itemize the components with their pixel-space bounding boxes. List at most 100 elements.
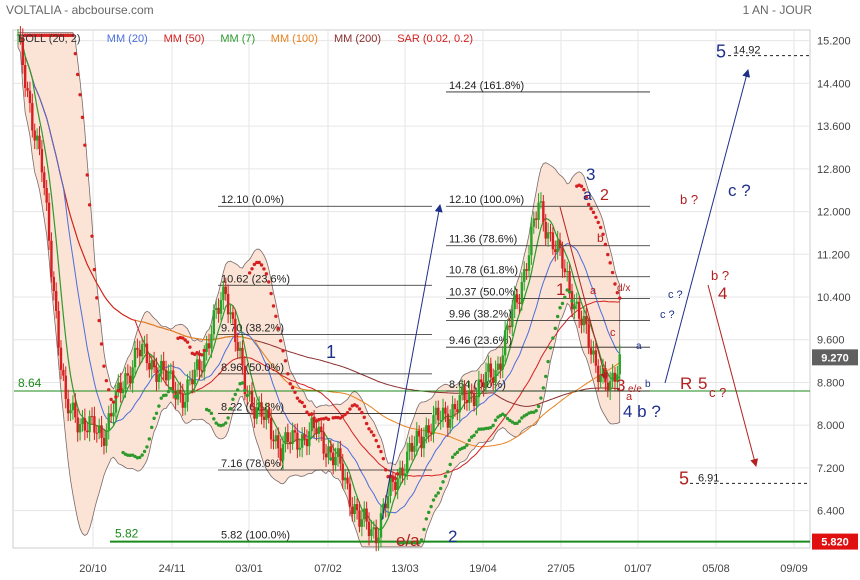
- indicator-label: MM (20): [107, 33, 148, 45]
- sar-dot: [209, 411, 214, 416]
- sar-dot: [68, 33, 73, 38]
- candle-body: [148, 363, 151, 370]
- sar-dot: [240, 381, 245, 385]
- candle-body: [341, 463, 344, 481]
- candle-body: [255, 407, 258, 419]
- candle-body: [429, 432, 433, 435]
- sar-dot: [224, 421, 228, 425]
- fib-left-label: 12.10 (0.0%): [221, 194, 284, 206]
- sar-dot: [140, 453, 144, 457]
- candle-body: [511, 309, 514, 328]
- candle-body: [401, 467, 404, 476]
- sar-dot: [92, 267, 97, 272]
- candle-body: [606, 382, 610, 391]
- candle-body: [346, 477, 349, 484]
- candle-body: [453, 404, 457, 410]
- sar-dot: [364, 421, 369, 426]
- sar-dot: [412, 540, 417, 545]
- candle-body: [496, 363, 500, 371]
- candle-body: [188, 379, 192, 381]
- sar-dot: [164, 393, 168, 397]
- indicator-label: MM (7): [220, 33, 255, 45]
- sar-dot: [87, 203, 92, 207]
- candle-body: [269, 418, 273, 440]
- candle-body: [530, 226, 533, 256]
- sar-dot: [534, 408, 538, 413]
- sar-dot: [429, 504, 433, 509]
- sar-dot: [185, 340, 190, 344]
- sar-dot: [410, 540, 414, 545]
- candle-body: [145, 343, 149, 364]
- candle-body: [422, 436, 426, 449]
- sar-dot: [212, 417, 216, 421]
- sar-dot: [71, 33, 75, 38]
- candle-body: [76, 417, 79, 433]
- wave-annotation: 1: [556, 280, 565, 299]
- sar-dot: [379, 449, 383, 454]
- sar-dot: [37, 33, 42, 38]
- sar-dot: [173, 394, 178, 399]
- candle-body: [523, 269, 526, 282]
- sar-dot: [446, 470, 450, 474]
- candle-body: [339, 448, 342, 464]
- candle-body: [394, 481, 397, 491]
- candle-body: [406, 451, 409, 474]
- sar-dot: [405, 540, 409, 545]
- sar-dot: [207, 408, 211, 413]
- candle-body: [384, 503, 387, 509]
- candle-body: [81, 418, 84, 425]
- sar-dot: [157, 404, 161, 408]
- indicator-label: MM (50): [164, 33, 205, 45]
- sar-dot: [44, 33, 49, 38]
- sar-dot: [524, 412, 529, 417]
- sar-dot: [83, 143, 87, 147]
- candle-body: [472, 393, 476, 407]
- bollinger-band: [17, 32, 621, 548]
- candle-body: [508, 325, 512, 328]
- candle-body: [561, 247, 564, 269]
- candle-body: [444, 407, 447, 414]
- candle-body: [308, 431, 311, 447]
- sar-dot: [520, 416, 524, 420]
- candle-body: [582, 316, 586, 326]
- candle-body: [38, 135, 41, 150]
- wave-annotation: 2: [600, 187, 609, 204]
- candle-body: [549, 232, 552, 234]
- candle-body: [372, 527, 375, 530]
- candle-body: [126, 373, 130, 376]
- candle-body: [138, 349, 141, 357]
- sar-dot: [536, 404, 541, 409]
- candle-body: [365, 508, 368, 522]
- candle-body: [31, 103, 34, 131]
- sar-dot: [472, 433, 476, 438]
- sar-dot: [477, 427, 481, 431]
- candle-body: [35, 135, 39, 141]
- candle-body: [28, 90, 32, 104]
- indicator-label: MM (100): [271, 33, 318, 45]
- candle-body: [210, 334, 213, 349]
- chart-period: 1 AN - JOUR: [743, 3, 813, 17]
- sar-dot: [395, 472, 400, 476]
- candle-body: [181, 393, 184, 408]
- sar-dot: [532, 410, 536, 414]
- sar-dot: [474, 430, 479, 434]
- sar-dot: [407, 540, 412, 545]
- sar-dot: [61, 33, 66, 38]
- sar-dot: [95, 296, 99, 300]
- candle-body: [45, 187, 48, 203]
- sar-dot: [505, 416, 510, 421]
- sar-dot: [355, 404, 359, 408]
- sar-dot: [455, 450, 460, 455]
- x-tick-label: 05/08: [702, 563, 730, 575]
- sar-dot: [305, 410, 309, 414]
- candle-body: [449, 418, 452, 428]
- sar-dot: [489, 425, 493, 430]
- candle-body: [458, 395, 461, 413]
- sar-dot: [587, 202, 591, 207]
- sar-dot: [398, 540, 402, 545]
- sar-dot: [47, 33, 51, 38]
- indicator-label: BOLL (20, 2): [18, 33, 81, 45]
- sar-dot: [565, 288, 569, 292]
